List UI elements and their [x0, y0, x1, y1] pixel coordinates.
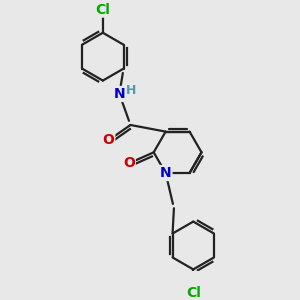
Text: Cl: Cl [186, 286, 201, 300]
Text: N: N [114, 87, 125, 101]
Text: N: N [160, 166, 172, 180]
Text: Cl: Cl [95, 3, 110, 16]
Text: H: H [126, 84, 137, 97]
Text: O: O [123, 156, 135, 170]
Text: O: O [102, 134, 114, 147]
